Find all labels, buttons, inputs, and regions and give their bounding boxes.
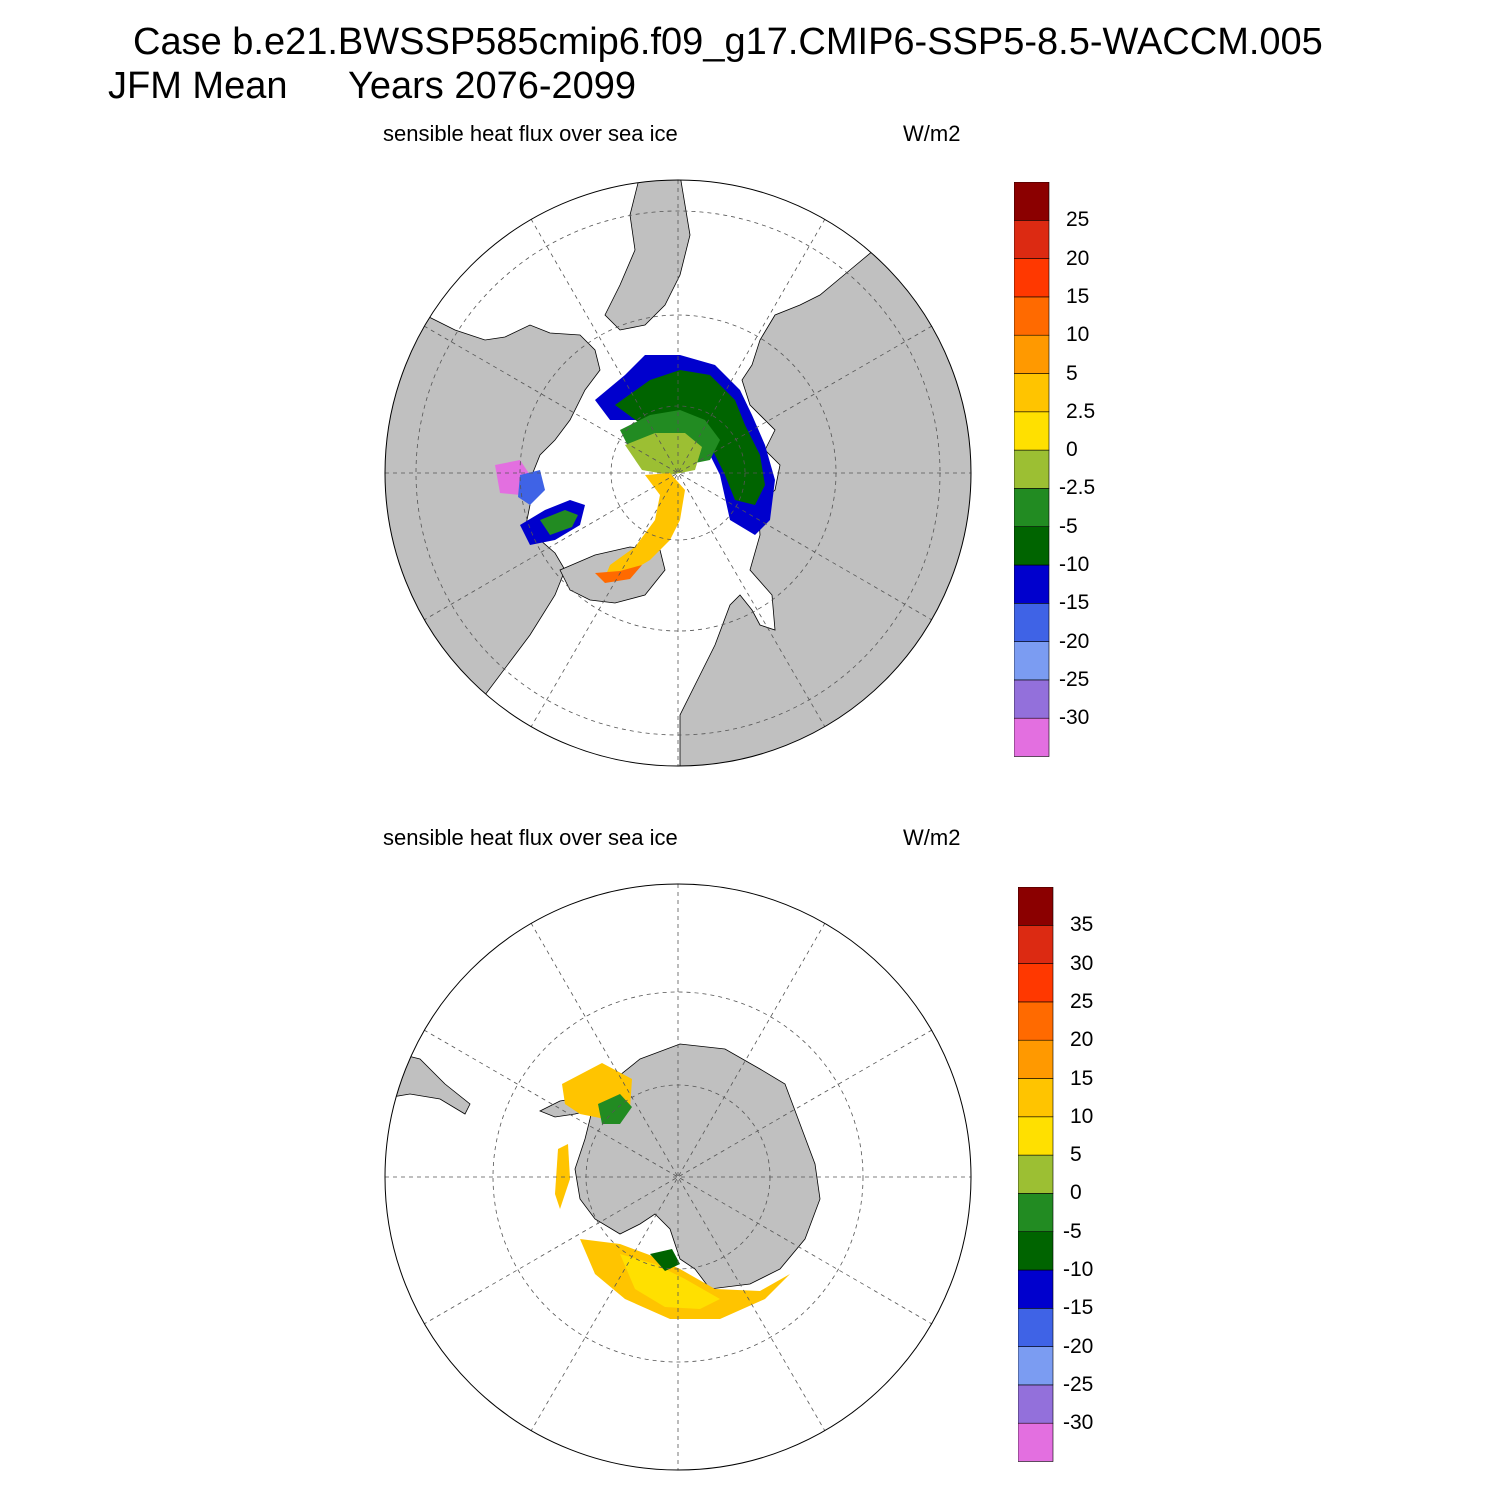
north-colorbar-tick-label: 20 — [1066, 246, 1090, 270]
north-colorbar-box-7 — [1014, 449, 1050, 489]
north-colorbar-box-13 — [1014, 219, 1050, 259]
north-colorbar-tick-label: 25 — [1066, 208, 1090, 232]
south-variable-label: sensible heat flux over sea ice — [383, 825, 678, 850]
north-polar-map — [384, 179, 972, 767]
north-colorbar-box-3 — [1014, 602, 1050, 642]
south-colorbar-box-5 — [1018, 1231, 1054, 1271]
north-colorbar-tick-label: 0 — [1066, 438, 1078, 462]
south-colorbar-box-10 — [1018, 1039, 1054, 1079]
north-colorbar-box-14 — [1014, 182, 1050, 221]
south-colorbar-tick-label: 0 — [1070, 1181, 1082, 1205]
south-colorbar-box-13 — [1018, 924, 1054, 964]
south-ice-weddell-green — [598, 1094, 632, 1124]
south-colorbar-box-14 — [1018, 887, 1054, 926]
south-colorbar-tick-label: 35 — [1070, 913, 1094, 937]
south-colorbar-box-2 — [1018, 1346, 1054, 1386]
north-ice-green-dark — [615, 370, 765, 505]
south-colorbar-box-7 — [1018, 1154, 1054, 1194]
north-colorbar-tick-label: -2.5 — [1059, 476, 1096, 500]
north-colorbar-box-10 — [1014, 334, 1050, 374]
north-colorbar-box-12 — [1014, 258, 1050, 298]
south-colorbar-tick-label: -25 — [1063, 1372, 1094, 1396]
south-colorbar-box-9 — [1018, 1078, 1054, 1118]
north-colorbar-box-11 — [1014, 296, 1050, 336]
south-graticule — [385, 884, 971, 1470]
north-ice-hudson-blue — [518, 470, 545, 505]
figure-title-years: Years 2076-2099 — [348, 65, 637, 107]
south-colorbar-tick-label: 10 — [1070, 1104, 1094, 1128]
south-colorbar-tick-label: 30 — [1070, 951, 1094, 975]
north-land-alaska — [604, 180, 691, 331]
north-graticule — [385, 180, 971, 766]
south-colorbar-box-12 — [1018, 963, 1054, 1003]
north-colorbar-tick-label: -25 — [1059, 667, 1090, 691]
south-colorbar-box-1 — [1018, 1384, 1054, 1424]
south-polar-map — [384, 883, 972, 1471]
north-colorbar-box-2 — [1014, 641, 1050, 681]
north-ice-orange-tip — [595, 565, 642, 583]
north-units-label: W/m2 — [903, 121, 961, 146]
figure-title-season: JFM Mean — [108, 65, 288, 107]
south-colorbar-tick-label: -10 — [1063, 1258, 1094, 1281]
north-colorbar-tick-label: -20 — [1059, 629, 1090, 653]
south-colorbar-box-8 — [1018, 1116, 1054, 1156]
north-colorbar-box-8 — [1014, 411, 1050, 451]
south-ice-bellingshausen — [555, 1144, 570, 1209]
south-ice-ross-yellow — [620, 1254, 720, 1309]
north-colorbar-box-0 — [1014, 717, 1050, 757]
north-colorbar-tick-label: 2.5 — [1066, 399, 1096, 423]
south-colorbar-tick-label: 20 — [1070, 1028, 1094, 1052]
south-colorbar-box-6 — [1018, 1193, 1054, 1232]
north-colorbar-box-1 — [1014, 679, 1050, 719]
south-colorbar-box-0 — [1018, 1422, 1054, 1462]
south-colorbar-box-3 — [1018, 1307, 1054, 1347]
south-colorbar-tick-label: 25 — [1070, 989, 1094, 1013]
north-colorbar-tick-label: -5 — [1059, 514, 1078, 538]
south-colorbar-box-11 — [1018, 1001, 1054, 1041]
north-colorbar-tick-label: 5 — [1066, 361, 1078, 385]
south-colorbar-tick-label: -15 — [1063, 1296, 1094, 1320]
south-colorbar-tick-label: 5 — [1070, 1143, 1082, 1167]
north-colorbar-tick-label: 10 — [1066, 323, 1090, 347]
south-colorbar — [1018, 887, 1054, 1462]
north-colorbar-tick-label: -15 — [1059, 591, 1090, 615]
south-colorbar-box-4 — [1018, 1269, 1054, 1309]
south-units-label: W/m2 — [903, 825, 961, 850]
figure-title-line1: Case b.e21.BWSSP585cmip6.f09_g17.CMIP6-S… — [133, 21, 1323, 63]
south-ice-ross-green — [650, 1249, 680, 1271]
north-colorbar-box-4 — [1014, 564, 1050, 604]
north-ice-yellow-band — [605, 473, 685, 577]
north-ice-baffin-green — [540, 510, 578, 535]
north-variable-label: sensible heat flux over sea ice — [383, 121, 678, 146]
north-colorbar-tick-label: -30 — [1059, 706, 1090, 730]
north-colorbar — [1014, 182, 1050, 757]
north-colorbar-box-6 — [1014, 488, 1050, 527]
north-colorbar-tick-label: 15 — [1066, 284, 1090, 308]
south-colorbar-tick-label: 15 — [1070, 1066, 1094, 1090]
north-colorbar-tick-label: -10 — [1059, 553, 1090, 576]
south-colorbar-tick-label: -5 — [1063, 1219, 1082, 1243]
south-colorbar-tick-label: -30 — [1063, 1411, 1094, 1435]
north-colorbar-box-5 — [1014, 526, 1050, 566]
north-colorbar-box-9 — [1014, 373, 1050, 413]
south-colorbar-tick-label: -20 — [1063, 1334, 1094, 1358]
